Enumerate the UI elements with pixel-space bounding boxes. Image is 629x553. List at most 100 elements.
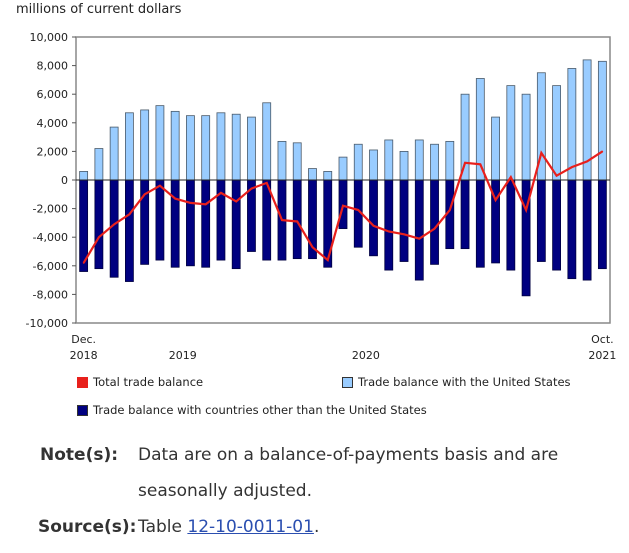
bar-us <box>155 105 165 181</box>
bar-us <box>597 60 607 181</box>
point-total <box>265 182 268 184</box>
bar-other <box>430 179 439 265</box>
legend-swatch-total <box>77 376 88 388</box>
point-total <box>586 160 588 163</box>
bar-us <box>506 85 516 181</box>
legend-swatch-us <box>342 376 353 388</box>
bar-other <box>582 179 592 281</box>
bar-other <box>597 179 607 270</box>
y-tick-label: -10,000 <box>26 317 68 330</box>
bar-us <box>262 102 272 181</box>
point-total <box>494 199 497 201</box>
point-total <box>159 184 161 187</box>
source-text: Table 12-10-0011-01. <box>138 517 319 537</box>
point-total <box>555 174 558 177</box>
bar-us <box>491 116 500 181</box>
legend-item-us: Trade balance with the United States <box>342 375 571 389</box>
x-tick-label-year: 2018 <box>70 349 98 362</box>
bar-other <box>186 179 195 267</box>
bar-us <box>338 156 348 181</box>
bar-us <box>277 140 287 181</box>
bar-us <box>125 112 134 181</box>
y-tick-label: 0 <box>61 174 68 187</box>
y-tick-label: 10,000 <box>30 31 69 44</box>
legend-label: Trade balance with countries other than … <box>93 403 427 417</box>
point-total <box>387 230 390 233</box>
point-total <box>372 224 375 227</box>
point-total <box>250 187 253 190</box>
y-tick-label: -8,000 <box>33 288 68 301</box>
source-table-link[interactable]: 12-10-0011-01 <box>187 517 314 537</box>
y-tick-label: 8,000 <box>37 60 69 73</box>
bar-other <box>475 179 485 268</box>
point-total <box>128 213 131 216</box>
legend-label: Total trade balance <box>93 375 204 389</box>
bar-us <box>201 115 211 181</box>
bar-us <box>94 148 104 181</box>
point-total <box>433 227 436 230</box>
y-tick-label: -2,000 <box>33 203 68 216</box>
point-total <box>326 259 329 261</box>
point-total <box>204 203 207 206</box>
bar-us <box>399 150 409 181</box>
bar-us <box>231 113 241 181</box>
point-total <box>571 166 573 168</box>
y-tick-label: -6,000 <box>33 260 68 273</box>
legend-item-total: Total trade balance <box>77 375 203 389</box>
source-prefix: Table <box>138 517 188 537</box>
y-tick-label: -4,000 <box>33 231 68 244</box>
bar-us <box>292 142 302 181</box>
bar-other <box>399 179 409 262</box>
source-suffix: . <box>313 517 320 537</box>
bar-us <box>445 140 455 181</box>
point-total <box>464 162 466 164</box>
bar-us <box>414 139 424 181</box>
chart: 10,000 8,000 6,000 4,000 2,000 0 -2,000 -4,000 -… <box>26 31 617 362</box>
bar-other <box>231 179 241 270</box>
bar-us <box>353 143 363 181</box>
x-tick-label-month: Oct. <box>591 333 614 346</box>
bar-other <box>506 179 516 271</box>
x-tick-label-year: 2021 <box>588 349 616 362</box>
legend-item-other: Trade balance with countries other than … <box>77 403 427 417</box>
bar-us <box>170 110 180 181</box>
note-text: Data are on a balance-of-payments basis … <box>138 445 559 465</box>
note-label: Note(s): <box>40 445 119 465</box>
bar-us <box>79 171 89 181</box>
y-tick-label: 2,000 <box>37 145 69 158</box>
bar-other <box>201 179 211 268</box>
bar-us <box>308 168 317 181</box>
bar-other <box>567 179 577 280</box>
bar-other <box>536 179 546 262</box>
legend-label: Trade balance with the United States <box>358 375 571 389</box>
bar-us <box>430 143 439 181</box>
point-total <box>143 193 146 196</box>
point-total <box>540 152 543 154</box>
bar-us <box>247 116 256 181</box>
bar-other <box>552 179 561 271</box>
x-tick-label-month: Dec. <box>71 333 96 346</box>
bar-us <box>186 115 195 181</box>
point-total <box>174 197 176 200</box>
bar-other <box>369 179 378 257</box>
bar-us <box>323 171 333 181</box>
bar-other <box>460 179 470 250</box>
bar-us <box>567 68 577 181</box>
point-total <box>311 246 314 249</box>
bar-other <box>170 179 180 268</box>
point-total <box>418 237 421 240</box>
bar-other <box>94 179 104 270</box>
point-total <box>403 233 405 236</box>
bar-other <box>125 179 134 282</box>
bar-other <box>414 179 424 281</box>
bar-other <box>109 179 119 278</box>
source-label: Source(s): <box>38 517 137 537</box>
point-total <box>296 220 299 223</box>
point-total <box>82 262 85 264</box>
point-total <box>220 192 222 194</box>
bar-us <box>384 139 394 181</box>
y-axis-unit-label: millions of current dollars <box>16 2 182 17</box>
bar-us <box>460 93 470 181</box>
x-tick-label-year: 2019 <box>169 349 197 362</box>
